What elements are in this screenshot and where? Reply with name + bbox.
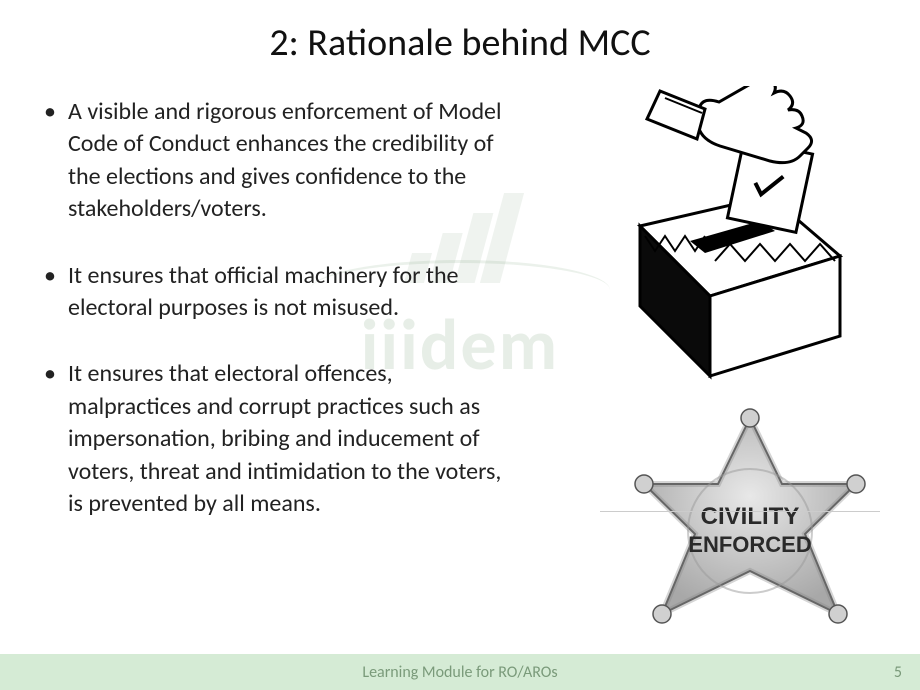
badge-text-line1: CIVILITY <box>701 503 800 530</box>
badge-text-line2: ENFORCED <box>688 532 811 557</box>
divider-line <box>600 511 880 512</box>
slide-title: 2: Rationale behind MCC <box>40 20 880 66</box>
slide-container: iiidem 2: Rationale behind MCC A visible… <box>0 0 920 690</box>
bullet-list: A visible and rigorous enforcement of Mo… <box>40 96 527 554</box>
footer-text: Learning Module for RO/AROs <box>362 663 557 682</box>
bullet-item: A visible and rigorous enforcement of Mo… <box>40 96 517 226</box>
ballot-box-illustration <box>560 86 900 386</box>
sheriff-badge-illustration: CIVILITY ENFORCED <box>620 406 880 666</box>
bullet-item: It ensures that official machinery for t… <box>40 260 517 325</box>
bullet-item: It ensures that electoral offences, malp… <box>40 358 517 520</box>
content-row: A visible and rigorous enforcement of Mo… <box>40 96 880 554</box>
image-column: CIVILITY ENFORCED <box>527 96 880 554</box>
page-number: 5 <box>894 663 902 682</box>
